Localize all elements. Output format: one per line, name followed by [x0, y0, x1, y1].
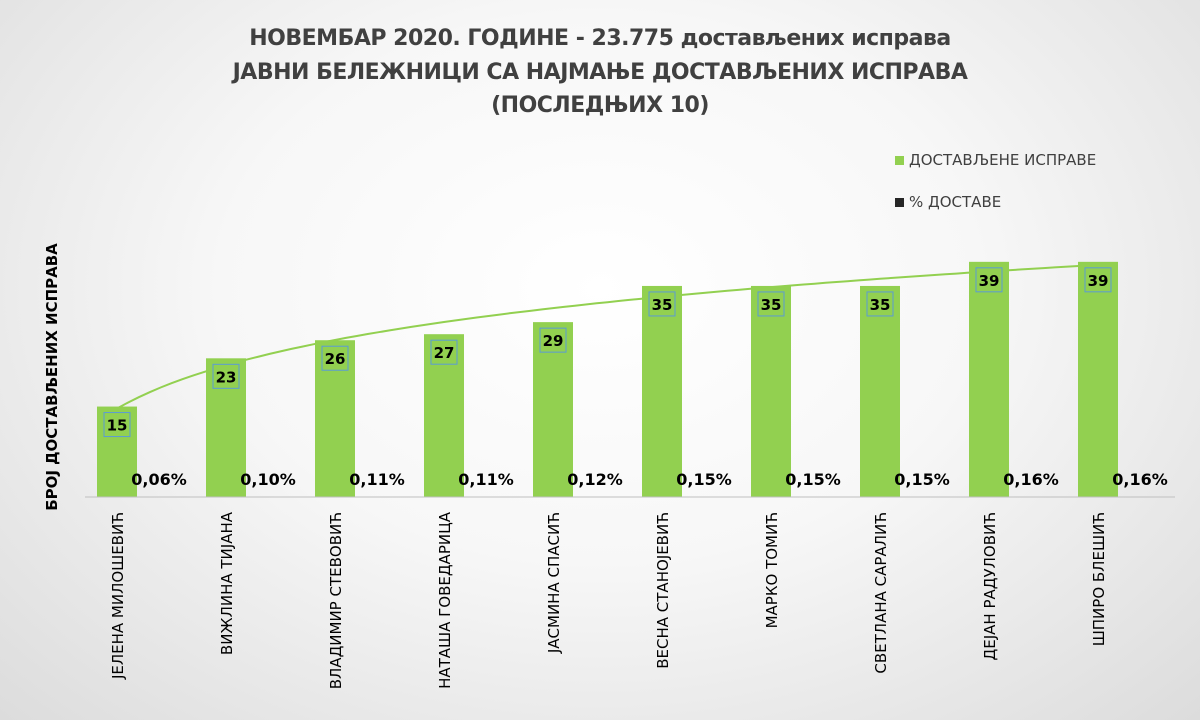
- category-label-5: ВЕСНА СТАНОЈЕВИЋ: [654, 512, 672, 669]
- data-label-box-5: [648, 291, 676, 317]
- data-label-8: 39: [979, 272, 1000, 290]
- chart-title-line-2: ЈАВНИ БЕЛЕЖНИЦИ СА НАЈМАЊЕ ДОСТАВЉЕНИХ И…: [232, 60, 968, 85]
- percent-label-4: 0,12%: [567, 470, 623, 489]
- data-label-box-3: [430, 339, 458, 365]
- data-label-6: 35: [761, 296, 782, 314]
- percent-label-7: 0,15%: [894, 470, 950, 489]
- legend-label-percent: % ДОСТАВЕ: [909, 193, 1002, 211]
- data-label-box-1: [212, 363, 240, 389]
- percent-label-5: 0,15%: [676, 470, 732, 489]
- category-label-2: ВЛАДИМИР СТЕВОВИЋ: [327, 512, 345, 689]
- data-label-1: 23: [216, 368, 237, 386]
- chart-title-line-3: (ПОСЛЕДЊИХ 10): [491, 93, 709, 118]
- data-label-9: 39: [1088, 272, 1109, 290]
- legend-swatch-percent: [895, 197, 904, 207]
- category-label-7: СВЕТЛАНА САРАЛИЋ: [872, 512, 890, 674]
- data-label-0: 15: [107, 417, 128, 435]
- category-label-1: ВИЖЛИНА ТИЈАНА: [218, 511, 236, 655]
- bar-7: [860, 285, 900, 497]
- percent-label-9: 0,16%: [1112, 470, 1168, 489]
- data-label-4: 29: [543, 332, 564, 350]
- data-label-7: 35: [870, 296, 891, 314]
- legend-label-documents: ДОСТАВЉЕНЕ ИСПРАВЕ: [909, 151, 1097, 169]
- percent-label-2: 0,11%: [349, 470, 405, 489]
- data-label-5: 35: [652, 296, 673, 314]
- bar-6: [751, 285, 791, 497]
- data-label-box-8: [975, 267, 1003, 293]
- category-label-4: ЈАСМИНА СПАСИЋ: [545, 512, 563, 654]
- category-label-0: ЈЕЛЕНА МИЛОШЕВИЋ: [109, 512, 127, 680]
- legend-item-percent: % ДОСТАВЕ: [895, 193, 1001, 211]
- data-label-box-2: [321, 345, 349, 371]
- percent-label-3: 0,11%: [458, 470, 514, 489]
- category-label-6: МАРКО ТОМИЋ: [763, 512, 781, 628]
- percent-label-1: 0,10%: [240, 470, 296, 489]
- chart-title-line-1: НОВЕМБАР 2020. ГОДИНЕ - 23.775 достављен…: [249, 26, 951, 51]
- bar-9: [1078, 261, 1118, 497]
- percent-label-6: 0,15%: [785, 470, 841, 489]
- category-label-8: ДЕЈАН РАДУЛОВИЋ: [981, 512, 999, 660]
- data-label-box-9: [1084, 267, 1112, 293]
- bar-5: [642, 285, 682, 497]
- data-label-box-7: [866, 291, 894, 317]
- legend-swatch-documents: [895, 155, 904, 165]
- data-label-box-0: [103, 412, 131, 438]
- data-label-2: 26: [325, 350, 346, 368]
- category-label-9: ШПИРО БЛЕШИЋ: [1090, 512, 1108, 646]
- bar-8: [969, 261, 1009, 497]
- legend-item-documents: ДОСТАВЉЕНЕ ИСПРАВЕ: [895, 151, 1096, 169]
- percent-label-8: 0,16%: [1003, 470, 1059, 489]
- category-label-3: НАТАША ГОВЕДАРИЦА: [436, 511, 454, 689]
- data-label-3: 27: [434, 344, 455, 362]
- data-label-box-6: [757, 291, 785, 317]
- percent-label-0: 0,06%: [131, 470, 187, 489]
- data-label-box-4: [539, 327, 567, 353]
- trendline: [116, 263, 1099, 410]
